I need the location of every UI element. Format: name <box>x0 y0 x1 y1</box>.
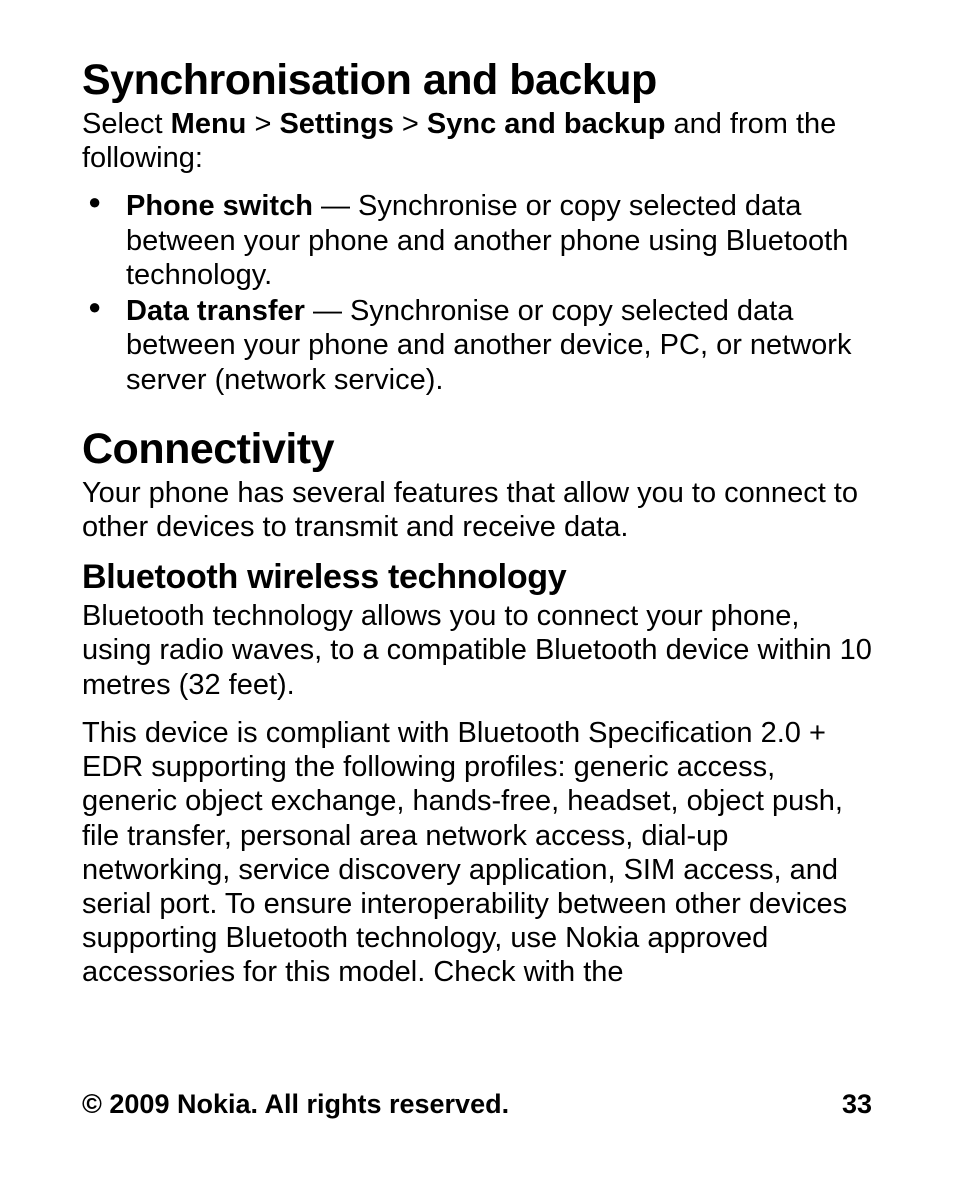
option-term: Data transfer <box>126 295 305 327</box>
list-item: Data transfer — Synchronise or copy sele… <box>126 294 872 397</box>
section-heading-connectivity: Connectivity <box>82 425 872 474</box>
option-term: Phone switch <box>126 190 313 222</box>
copyright-text: © 2009 Nokia. All rights reserved. <box>82 1089 509 1120</box>
nav-settings: Settings <box>279 108 393 140</box>
nav-menu: Menu <box>171 108 247 140</box>
document-page: Synchronisation and backup Select Menu >… <box>0 0 954 990</box>
intro-paragraph: Select Menu > Settings > Sync and backup… <box>82 107 872 175</box>
nav-separator: > <box>246 108 279 140</box>
subsection-heading-bluetooth: Bluetooth wireless technology <box>82 558 872 597</box>
options-list: Phone switch — Synchronise or copy selec… <box>82 189 872 396</box>
nav-separator: > <box>394 108 427 140</box>
bluetooth-p1: Bluetooth technology allows you to conne… <box>82 599 872 702</box>
page-number: 33 <box>842 1089 872 1120</box>
bluetooth-p2: This device is compliant with Bluetooth … <box>82 716 872 990</box>
page-footer: © 2009 Nokia. All rights reserved. 33 <box>82 1089 872 1120</box>
section-heading-sync: Synchronisation and backup <box>82 56 872 105</box>
list-item: Phone switch — Synchronise or copy selec… <box>126 189 872 292</box>
nav-sync-backup: Sync and backup <box>427 108 666 140</box>
intro-prefix: Select <box>82 108 171 140</box>
connectivity-intro: Your phone has several features that all… <box>82 476 872 544</box>
